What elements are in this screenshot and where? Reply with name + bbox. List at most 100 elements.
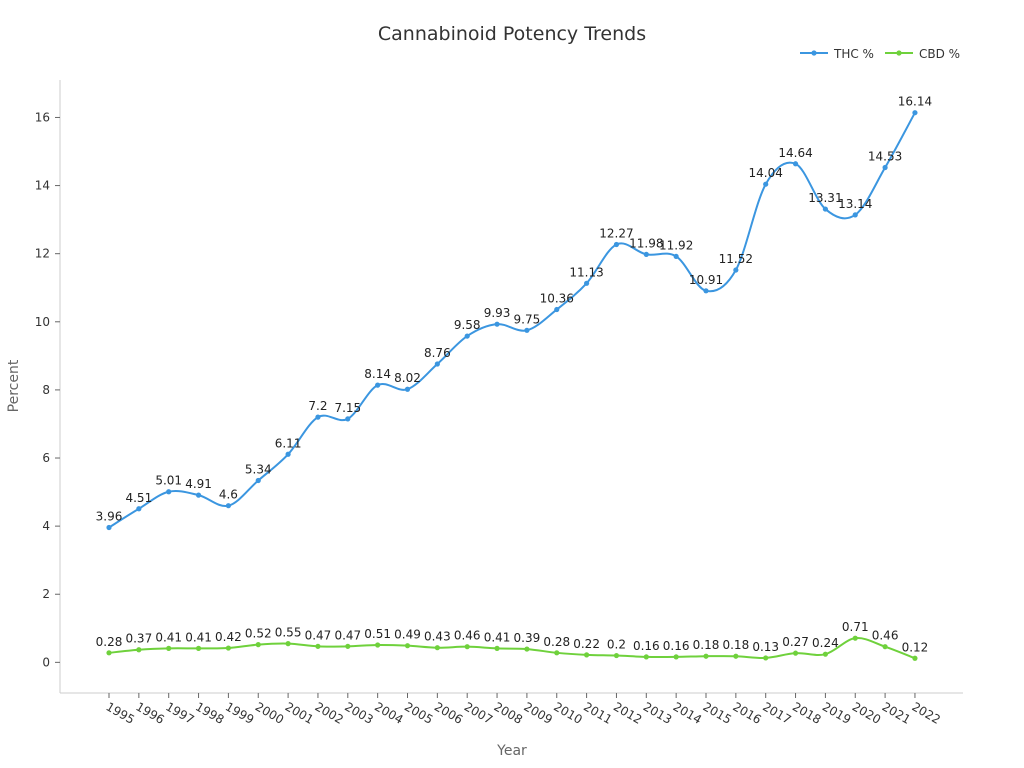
data-point — [285, 641, 291, 647]
x-tick-label: 2015 — [701, 699, 734, 726]
data-point — [404, 386, 411, 392]
data-label: 7.2 — [308, 399, 327, 413]
x-tick-label: 2012 — [611, 699, 644, 726]
legend-item: CBD % — [885, 47, 960, 61]
data-point — [882, 644, 888, 650]
data-point — [255, 477, 261, 484]
data-point — [822, 651, 829, 657]
x-tick-label: 1998 — [193, 699, 226, 726]
x-tick-label: 2010 — [551, 699, 584, 726]
data-label: 0.13 — [752, 640, 779, 654]
data-point — [792, 161, 799, 167]
data-label: 4.6 — [219, 488, 238, 502]
data-point — [912, 110, 918, 116]
data-label: 11.13 — [569, 265, 603, 279]
data-point — [494, 645, 500, 651]
data-label: 9.58 — [454, 318, 481, 332]
data-label: 0.39 — [514, 631, 541, 645]
data-label: 16.14 — [898, 95, 932, 109]
data-label: 13.14 — [838, 197, 872, 211]
data-label: 4.51 — [125, 491, 152, 505]
data-point — [554, 650, 560, 656]
data-label: 0.52 — [245, 627, 272, 641]
data-label: 0.49 — [394, 628, 421, 642]
data-label: 0.47 — [334, 628, 361, 642]
data-point — [255, 642, 261, 648]
data-point — [822, 206, 829, 212]
data-label: 0.43 — [424, 630, 451, 644]
data-label: 14.04 — [749, 166, 783, 180]
data-label: 11.92 — [659, 238, 693, 252]
data-point — [524, 646, 530, 652]
data-label: 12.27 — [599, 226, 633, 240]
data-label: 0.46 — [454, 629, 481, 643]
data-label: 0.41 — [484, 630, 511, 644]
data-point — [524, 327, 530, 333]
data-point — [345, 416, 351, 422]
series-layer: 3.964.515.01 4.914.65.346.117.2 7.158.14 8.… — [96, 95, 932, 661]
data-point — [733, 653, 739, 659]
data-point — [882, 164, 888, 171]
data-point — [763, 655, 769, 661]
data-label: 0.28 — [543, 635, 570, 649]
data-label: 4.91 — [185, 477, 212, 491]
data-point — [166, 645, 172, 651]
data-label: 0.41 — [155, 630, 182, 644]
legend: THC % CBD % — [800, 47, 960, 61]
data-point — [703, 288, 709, 294]
data-point — [315, 414, 321, 420]
data-label: 8.14 — [364, 367, 391, 381]
data-point — [166, 489, 172, 495]
y-tick-label: 8 — [42, 383, 50, 397]
data-label: 11.52 — [719, 252, 753, 266]
data-label: 14.53 — [868, 150, 902, 164]
data-label: 0.46 — [872, 629, 899, 643]
data-label: 0.18 — [693, 638, 720, 652]
y-tick-label: 16 — [35, 110, 50, 124]
x-tick-label: 1995 — [104, 699, 137, 726]
data-label: 10.91 — [689, 273, 723, 287]
legend-label: THC % — [833, 47, 874, 61]
data-point — [613, 652, 620, 659]
x-tick-label: 2021 — [880, 699, 913, 726]
data-point — [673, 654, 679, 660]
x-tick-label: 2000 — [253, 699, 286, 726]
x-tick-label: 1999 — [223, 699, 256, 726]
data-label: 0.37 — [125, 632, 152, 646]
data-point — [703, 653, 709, 659]
x-tick-label: 2014 — [671, 699, 704, 726]
data-label: 0.27 — [782, 635, 809, 649]
data-point — [106, 524, 112, 531]
data-point — [136, 647, 142, 653]
data-point — [852, 635, 858, 641]
data-point — [852, 212, 858, 218]
data-label: 0.12 — [902, 640, 929, 654]
data-point — [584, 280, 590, 286]
x-tick-label: 2016 — [730, 699, 763, 726]
x-tick-label: 1997 — [163, 699, 196, 726]
legend-swatch-marker — [811, 50, 817, 56]
data-point — [584, 652, 590, 658]
data-point — [225, 645, 231, 651]
data-point — [464, 644, 470, 650]
y-axis-title: Percent — [6, 359, 22, 412]
y-tick-label: 0 — [42, 655, 50, 669]
data-point — [195, 492, 202, 498]
data-label: 9.93 — [484, 306, 511, 320]
data-point — [673, 253, 679, 260]
y-axis: 0 2 4 6 8 10 12 14 16 — [35, 110, 60, 669]
data-label: 5.34 — [245, 462, 272, 476]
data-point — [315, 643, 321, 649]
data-point — [345, 643, 351, 649]
data-label: 14.64 — [778, 146, 812, 160]
legend-swatch-marker — [896, 50, 902, 56]
x-tick-label: 2017 — [760, 699, 793, 726]
data-label: 0.22 — [573, 637, 600, 651]
x-tick-label: 1996 — [133, 699, 166, 726]
data-point — [404, 643, 411, 649]
data-point — [136, 506, 142, 512]
data-point — [225, 503, 231, 509]
x-axis-title: Year — [496, 743, 527, 759]
x-tick-label: 2008 — [492, 699, 525, 726]
